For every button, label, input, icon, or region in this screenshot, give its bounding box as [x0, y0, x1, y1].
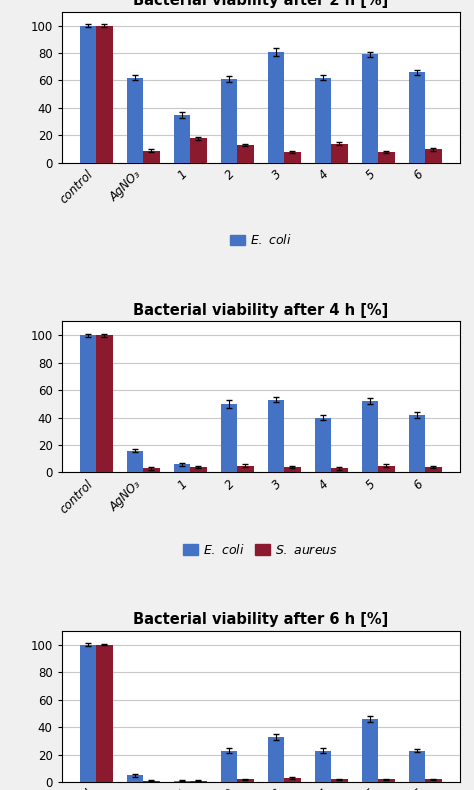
- Bar: [96, 335, 113, 472]
- Bar: [127, 775, 143, 782]
- Bar: [315, 77, 331, 163]
- Bar: [362, 401, 378, 472]
- Bar: [80, 335, 96, 472]
- Bar: [378, 780, 395, 782]
- Bar: [174, 115, 190, 163]
- Bar: [409, 72, 425, 163]
- Bar: [143, 151, 160, 163]
- Bar: [237, 780, 254, 782]
- Legend: $\it{E.\ coli}$, $\it{S.\ aureus}$: $\it{E.\ coli}$, $\it{S.\ aureus}$: [183, 543, 338, 557]
- Bar: [190, 138, 207, 163]
- Bar: [127, 450, 143, 472]
- Bar: [284, 778, 301, 782]
- Bar: [284, 467, 301, 472]
- Bar: [284, 152, 301, 163]
- Bar: [190, 781, 207, 782]
- Bar: [378, 152, 395, 163]
- Bar: [315, 750, 331, 782]
- Bar: [425, 467, 442, 472]
- Bar: [174, 465, 190, 472]
- Bar: [362, 55, 378, 163]
- Bar: [221, 750, 237, 782]
- Bar: [80, 25, 96, 163]
- Bar: [425, 780, 442, 782]
- Bar: [362, 719, 378, 782]
- Title: Bacterial viability after 2 h [%]: Bacterial viability after 2 h [%]: [133, 0, 388, 8]
- Bar: [331, 468, 347, 472]
- Bar: [96, 645, 113, 782]
- Bar: [268, 51, 284, 163]
- Bar: [331, 144, 347, 163]
- Bar: [237, 145, 254, 163]
- Bar: [127, 77, 143, 163]
- Bar: [80, 645, 96, 782]
- Bar: [409, 750, 425, 782]
- Bar: [221, 404, 237, 472]
- Bar: [237, 465, 254, 472]
- Bar: [221, 79, 237, 163]
- Bar: [315, 418, 331, 472]
- Legend: $\it{E.\ coli}$: $\it{E.\ coli}$: [230, 233, 292, 247]
- Bar: [143, 468, 160, 472]
- Bar: [190, 467, 207, 472]
- Bar: [143, 781, 160, 782]
- Bar: [378, 465, 395, 472]
- Bar: [96, 25, 113, 163]
- Bar: [268, 400, 284, 472]
- Bar: [174, 781, 190, 782]
- Bar: [331, 780, 347, 782]
- Title: Bacterial viability after 4 h [%]: Bacterial viability after 4 h [%]: [133, 303, 388, 318]
- Title: Bacterial viability after 6 h [%]: Bacterial viability after 6 h [%]: [133, 612, 388, 627]
- Bar: [409, 415, 425, 472]
- Bar: [268, 737, 284, 782]
- Bar: [425, 149, 442, 163]
